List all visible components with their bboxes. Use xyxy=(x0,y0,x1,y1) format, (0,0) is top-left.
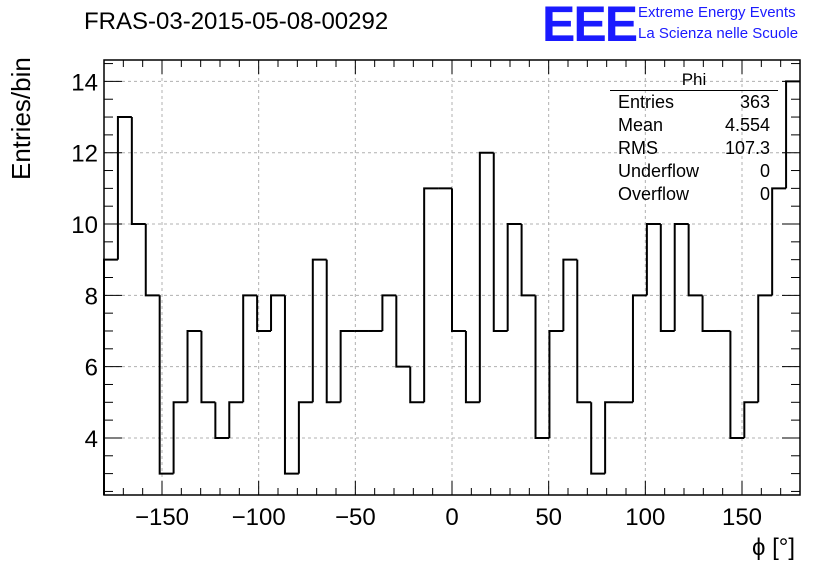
histogram-bin xyxy=(172,401,188,474)
histogram-bin xyxy=(631,294,647,403)
y-tick-label: 4 xyxy=(85,426,98,453)
stats-row-mean: Mean 4.554 xyxy=(610,114,778,137)
histogram-bin xyxy=(534,295,550,439)
histogram-bin xyxy=(562,258,578,331)
histogram-bin xyxy=(687,224,703,297)
stats-value: 0 xyxy=(759,184,770,204)
histogram-bin xyxy=(506,223,522,331)
axes xyxy=(103,59,801,496)
histogram-bin xyxy=(492,152,508,332)
stats-box: Phi Entries 363 Mean 4.554 RMS 107.3 Und… xyxy=(610,70,778,206)
histogram-bin xyxy=(771,187,787,296)
histogram-bin xyxy=(673,223,689,331)
histogram-bin xyxy=(478,151,494,403)
stats-row-entries: Entries 363 xyxy=(610,91,778,114)
stats-label: Entries xyxy=(618,92,675,112)
stats-label: Underflow xyxy=(618,161,700,181)
histogram-bin xyxy=(242,294,258,403)
stats-label: Mean xyxy=(618,115,664,135)
histogram-bin xyxy=(451,188,466,332)
y-tick-label: 14 xyxy=(71,69,98,96)
chart-title: FRAS-03-2015-05-08-00292 xyxy=(84,8,389,35)
y-tick-labels: 4 6 8 10 12 14 xyxy=(71,69,98,453)
histogram-bin xyxy=(548,329,564,438)
logo-text-line1: Extreme Energy Events xyxy=(638,4,796,21)
x-tick-label: 150 xyxy=(722,504,762,531)
y-tick-label: 10 xyxy=(71,212,98,239)
histogram-bin xyxy=(130,117,146,226)
histogram-bin xyxy=(158,295,174,475)
histogram-bin xyxy=(409,366,425,404)
stats-value: 363 xyxy=(739,92,770,112)
y-tick-label: 6 xyxy=(85,355,98,382)
stats-value: 107.3 xyxy=(724,138,770,158)
eee-logo: EEE xyxy=(542,0,638,52)
stats-label: RMS xyxy=(618,138,658,158)
histogram-bin xyxy=(256,295,272,332)
histogram-bin xyxy=(325,259,341,404)
histogram-bin xyxy=(228,401,244,438)
histogram-bin xyxy=(311,258,327,403)
histogram-bin xyxy=(214,402,230,439)
histogram-bin xyxy=(604,401,620,474)
histogram-bin xyxy=(283,295,299,475)
histogram-bin xyxy=(659,224,675,332)
stats-row-rms: RMS 107.3 xyxy=(610,137,778,160)
histogram-bin xyxy=(423,187,439,403)
histogram-bin xyxy=(200,330,216,404)
histogram-bin xyxy=(701,295,717,332)
histogram-bin xyxy=(381,294,397,331)
histogram-bin xyxy=(757,294,773,403)
histogram-bin xyxy=(576,259,592,404)
logo-text-line2: La Scienza nelle Scuole xyxy=(638,25,799,42)
histogram-bin xyxy=(270,294,285,331)
histogram-bin xyxy=(395,295,411,368)
histogram-bin xyxy=(144,224,160,297)
stats-title: Phi xyxy=(610,70,778,91)
x-tick-label: 50 xyxy=(535,504,562,531)
x-tick-labels: −150 −100 −50 0 50 100 150 xyxy=(135,504,762,531)
y-tick-label: 8 xyxy=(85,283,98,310)
y-tick-label: 12 xyxy=(71,141,98,168)
x-tick-label: 100 xyxy=(625,504,665,531)
stats-row-overflow: Overflow 0 xyxy=(610,183,778,206)
histogram-bin xyxy=(186,329,202,403)
x-tick-label: −150 xyxy=(135,504,189,531)
histogram-bin xyxy=(729,330,745,439)
histogram-bin xyxy=(520,224,536,297)
histogram-bin xyxy=(590,402,606,475)
y-axis-label: Entries/bin xyxy=(6,57,36,180)
histogram-bin xyxy=(297,401,313,474)
histogram-bin xyxy=(116,116,132,260)
x-tick-label: −100 xyxy=(232,504,286,531)
x-tick-label: 0 xyxy=(445,504,458,531)
x-tick-label: −50 xyxy=(335,504,376,531)
stats-value: 0 xyxy=(759,161,770,181)
x-axis-label: ϕ [°] xyxy=(752,534,796,561)
histogram-bin xyxy=(645,223,661,296)
histogram-bin xyxy=(743,401,759,438)
stats-row-underflow: Underflow 0 xyxy=(610,160,778,183)
stats-value: 4.554 xyxy=(724,115,770,135)
histogram-bin xyxy=(339,329,355,403)
histogram-bin xyxy=(464,330,480,404)
stats-label: Overflow xyxy=(618,184,690,204)
